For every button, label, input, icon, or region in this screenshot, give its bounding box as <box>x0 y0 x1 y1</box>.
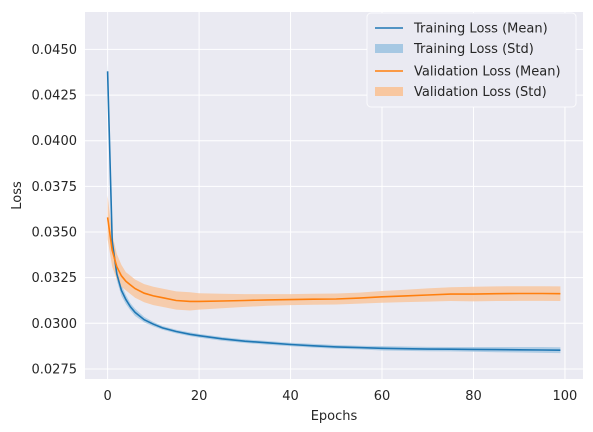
validation-std-band <box>107 195 561 311</box>
training-mean-line <box>106 71 561 351</box>
x-tick-label: 100 <box>553 389 578 404</box>
legend-marker-validation-std <box>375 87 403 96</box>
legend-marker-training-std <box>375 44 403 53</box>
x-tick-label: 20 <box>191 389 208 404</box>
legend-label-training-mean: Training Loss (Mean) <box>413 22 548 37</box>
y-tick-label: 0.0325 <box>32 271 78 286</box>
y-tick-label: 0.0425 <box>32 89 78 104</box>
x-tick-label: 40 <box>282 389 299 404</box>
y-tick-label: 0.0400 <box>32 134 78 149</box>
x-tick-label: 0 <box>103 389 111 404</box>
y-axis-label: Loss <box>10 181 25 210</box>
y-tick-label: 0.0375 <box>32 180 78 195</box>
y-tick-label: 0.0275 <box>32 362 78 377</box>
legend: Training Loss (Mean) Training Loss (Std)… <box>366 12 577 108</box>
legend-label-validation-std: Validation Loss (Std) <box>414 85 547 100</box>
legend-label-validation-mean: Validation Loss (Mean) <box>414 65 561 80</box>
tick-labels: 0 20 40 60 80 100 0.0275 0.0300 0.0325 0.0350 0.03… <box>32 43 578 404</box>
y-tick-label: 0.0300 <box>32 317 78 332</box>
mean-lines <box>106 71 561 351</box>
x-tick-label: 60 <box>374 389 391 404</box>
y-tick-label: 0.0350 <box>32 226 78 241</box>
legend-label-training-std: Training Loss (Std) <box>413 42 534 57</box>
x-tick-label: 80 <box>465 389 482 404</box>
validation-mean-line <box>106 217 561 303</box>
x-axis-label: Epochs <box>311 409 358 424</box>
legend-frame <box>366 12 577 108</box>
y-tick-label: 0.0450 <box>32 43 78 58</box>
